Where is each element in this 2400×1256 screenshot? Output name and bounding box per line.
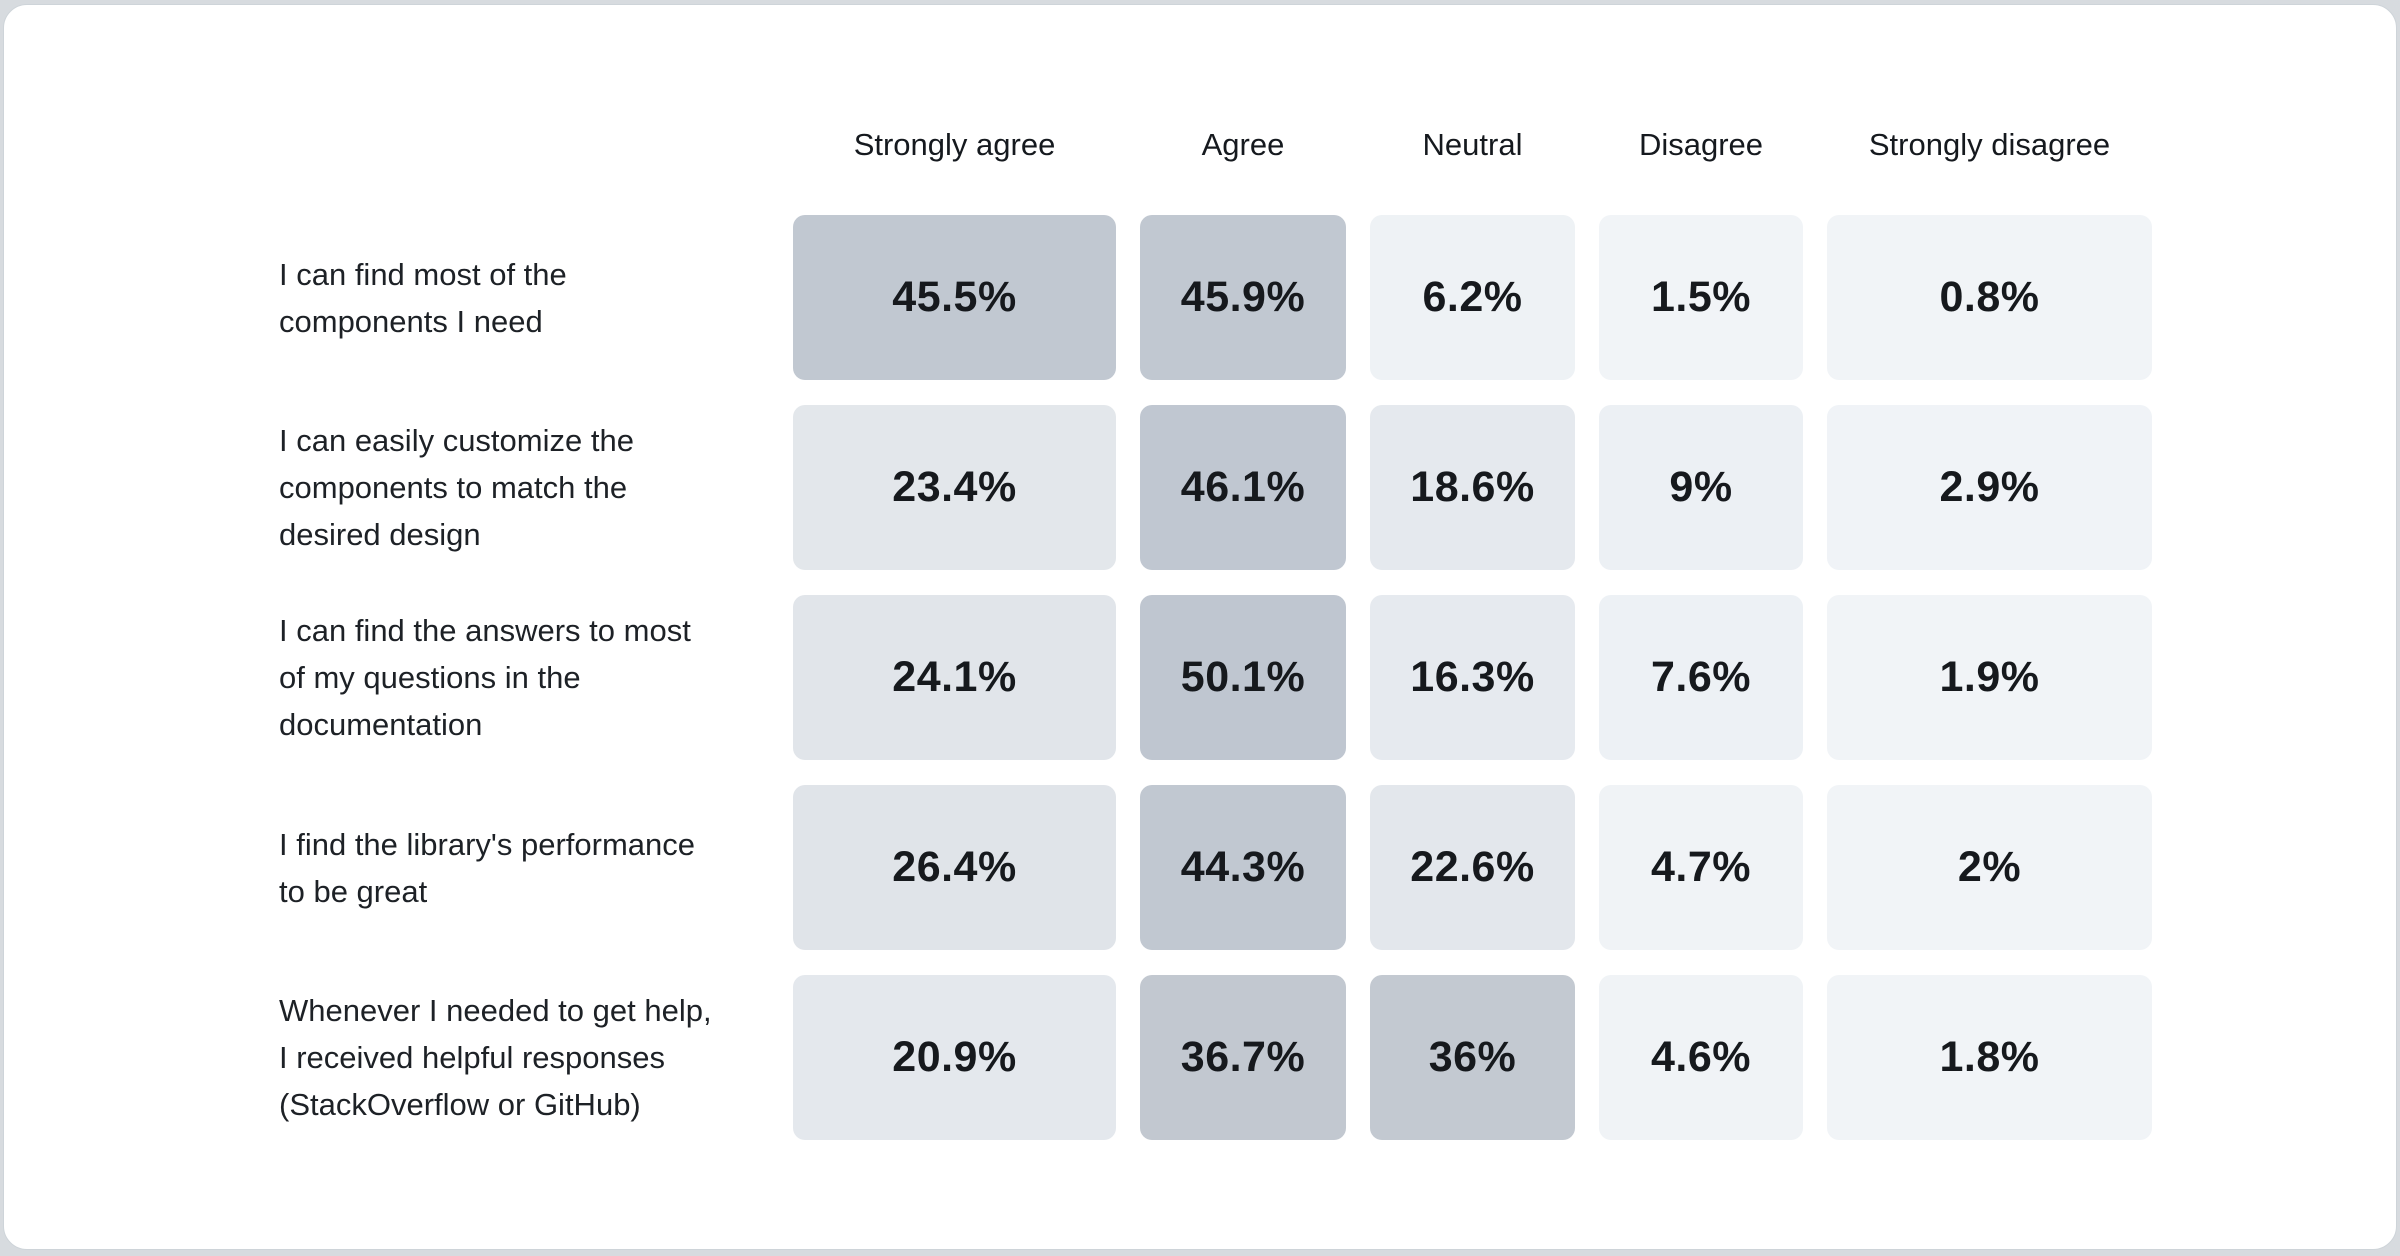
row-label: Whenever I needed to get help, I receive… — [279, 993, 712, 1122]
row-label: I can find the answers to most of my que… — [279, 613, 691, 742]
heatmap-cell: 44.3% — [1140, 785, 1346, 950]
heatmap-cell: 45.5% — [793, 215, 1116, 380]
column-header-neutral: Neutral — [1422, 127, 1523, 162]
heatmap-cell: 45.9% — [1140, 215, 1346, 380]
heatmap-cell: 0.8% — [1827, 215, 2152, 380]
heatmap-cell: 50.1% — [1140, 595, 1346, 760]
column-header-agree: Agree — [1201, 127, 1285, 162]
heatmap-cell: 1.5% — [1599, 215, 1803, 380]
heatmap-cell: 36% — [1370, 975, 1575, 1140]
heatmap-cell: 46.1% — [1140, 405, 1346, 570]
column-header-strongly-agree: Strongly agree — [853, 127, 1056, 162]
heatmap-cell: 9% — [1599, 405, 1803, 570]
survey-results-card: Strongly agree Agree Neutral Disagree Strong… — [3, 4, 2397, 1250]
heatmap-cell: 1.8% — [1827, 975, 2152, 1140]
heatmap-cell: 4.6% — [1599, 975, 1803, 1140]
heatmap-cell: 2.9% — [1827, 405, 2152, 570]
row-label: I can find most of the components I need — [279, 256, 567, 339]
likert-heatmap-table: Strongly agree Agree Neutral Disagree Strong… — [279, 117, 2152, 1140]
heatmap-cell: 1.9% — [1827, 595, 2152, 760]
heatmap-cell: 6.2% — [1370, 215, 1575, 380]
row-label: I can easily customize the components to… — [279, 423, 634, 552]
heatmap-cell: 16.3% — [1370, 595, 1575, 760]
column-header-strongly-disagree: Strongly disagree — [1868, 127, 2111, 162]
heatmap-cell: 4.7% — [1599, 785, 1803, 950]
heatmap-cell: 18.6% — [1370, 405, 1575, 570]
heatmap-cell: 23.4% — [793, 405, 1116, 570]
heatmap-cell: 2% — [1827, 785, 2152, 950]
heatmap-cell: 7.6% — [1599, 595, 1803, 760]
heatmap-cell: 20.9% — [793, 975, 1116, 1140]
table-corner-spacer — [279, 117, 769, 190]
row-label: I find the library's performance to be g… — [279, 826, 695, 909]
heatmap-cell: 26.4% — [793, 785, 1116, 950]
heatmap-cell: 24.1% — [793, 595, 1116, 760]
heatmap-cell: 36.7% — [1140, 975, 1346, 1140]
column-header-disagree: Disagree — [1638, 127, 1764, 162]
heatmap-cell: 22.6% — [1370, 785, 1575, 950]
